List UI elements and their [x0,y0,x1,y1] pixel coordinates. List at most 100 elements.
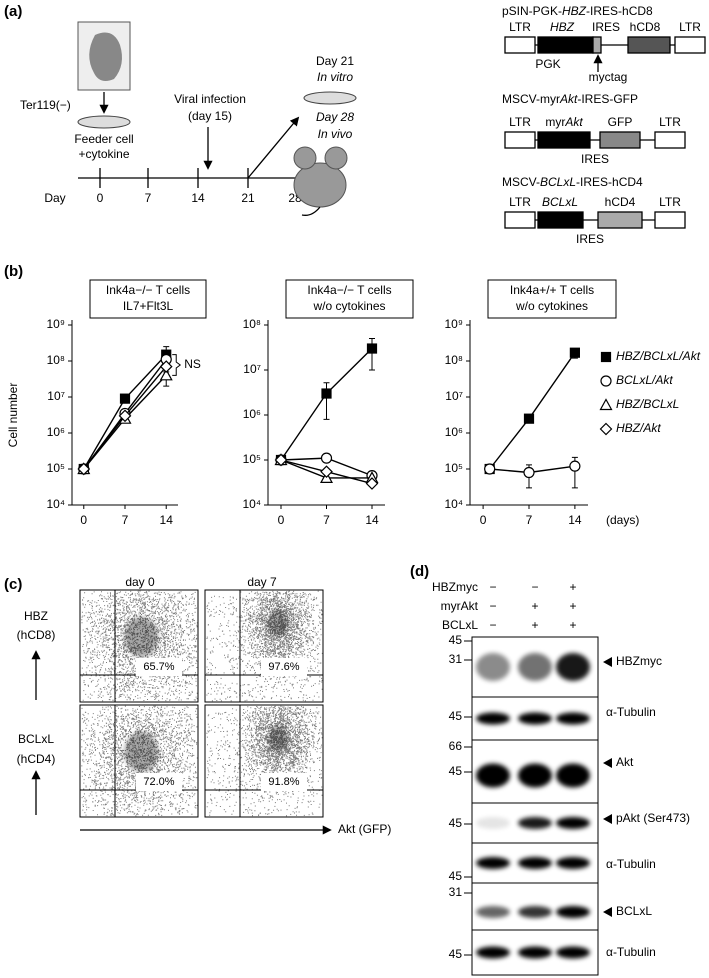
y-tick-label: 10⁴ [242,497,261,511]
column-label: day 0 [125,575,155,589]
gene-box [537,211,584,229]
label-box [136,658,182,676]
percentage: 97.6% [268,661,299,673]
construct: MSCV-myrAkt-IRES-GFP LTR myrAkt GFP LTR … [502,92,686,166]
ltr-box [674,36,706,54]
row-label: HBZ [24,609,48,623]
infection-label: (day 15) [188,109,232,123]
in-vivo-label: Day 28 [316,110,354,124]
legend-label: HBZ/Akt [616,421,661,435]
band [476,817,510,829]
mouse-body [293,162,347,208]
legend-marker [600,351,612,363]
gene-box [627,36,671,54]
condition-label: BCLxL [442,618,478,632]
y-tick-label: 10⁵ [445,461,463,475]
part-label: IRES [576,232,604,246]
part-label: GFP [608,115,633,129]
construct-title: MSCV-BCLxL-IRES-hCD4 [502,175,643,189]
ltr-box [504,131,536,149]
y-tick-label: 10⁷ [445,389,463,403]
part-label: PGK [535,57,560,71]
ltr-box [654,211,686,229]
marker [569,460,581,472]
mouse-snout [301,206,321,216]
flow-plots: 65.7% 97.6% 72.0% 91.8% [79,589,324,818]
error-bar [323,382,330,420]
timeline-tick-label: 0 [97,191,104,205]
title-part: -IRES-GFP [577,92,638,106]
condition-label: myrAkt [441,599,479,613]
x-tick-label: 14 [568,513,582,527]
part-label: LTR [679,20,701,34]
label-box [136,773,182,791]
x-tick-label: 0 [278,513,285,527]
band [556,763,590,788]
annotation: NS [184,357,201,371]
mw-marker: 45 [449,633,463,647]
band [476,906,510,918]
mw-marker: 45 [449,869,463,883]
marker [274,453,288,467]
title-box [285,279,414,319]
condition-sign: + [569,599,576,613]
condition-sign: − [489,599,496,613]
legend-label: HBZ/BCLxL [616,397,679,411]
gene-box [537,36,594,54]
construct-title: MSCV-myrAkt-IRES-GFP [502,92,638,106]
legend-marker [599,398,613,411]
density-core [124,731,159,773]
band [556,653,590,681]
x-axis-label: (days) [606,513,639,527]
band [518,817,552,829]
y-tick-label: 10⁵ [47,461,65,475]
part-label: IRES [592,20,620,34]
arrow [247,116,300,179]
title-box [89,279,207,319]
marker [159,368,173,381]
y-tick-label: 10⁴ [46,497,65,511]
y-tick-label: 10⁹ [445,317,464,331]
y-tick-label: 10⁵ [243,452,261,466]
source-label: Ter119(−) [20,98,71,112]
chart-title: w/o cytokines [312,299,385,313]
part-label: myctag [589,70,628,84]
part-label: IRES [581,152,609,166]
x-tick-label: 0 [80,513,87,527]
x-tick-label: 14 [365,513,379,527]
mouse [293,146,348,216]
marker [569,347,580,358]
condition-label: HBZmyc [432,580,478,594]
x-tick-label: 7 [323,513,330,527]
part-label: hCD8 [630,20,661,34]
blot-label: α-Tubulin [606,705,656,719]
condition-sign: + [531,618,538,632]
band [476,763,510,788]
part-label: HBZ [550,20,575,34]
row-label: (hCD8) [17,628,56,642]
part-label: BCLxL [542,195,578,209]
band [476,653,510,681]
y-tick-label: 10⁸ [243,317,261,331]
condition-sign: + [531,599,538,613]
marker [159,360,173,373]
band [556,857,590,869]
chart-title: Ink4a−/− T cells [307,283,391,297]
x-tick-label: 0 [480,513,487,527]
infection-label: Viral infection [174,92,246,106]
blot-label: BCLxL [616,904,652,918]
y-tick-label: 10⁷ [47,389,65,403]
title-part: MSCV- [502,175,540,189]
feeder-label: +cytokine [78,147,129,161]
arrowhead [603,758,612,768]
part-segment: myr [545,115,565,129]
timeline-tick-label: 7 [145,191,152,205]
y-axis-label: Cell number [6,383,20,448]
marker [321,388,332,399]
y-tick-label: 10⁸ [47,353,65,367]
y-tick-label: 10⁶ [47,425,65,439]
blot-label: Akt [616,755,634,769]
x-tick-label: 7 [526,513,533,527]
legend-marker [599,422,613,436]
title-part: Akt [559,92,578,106]
